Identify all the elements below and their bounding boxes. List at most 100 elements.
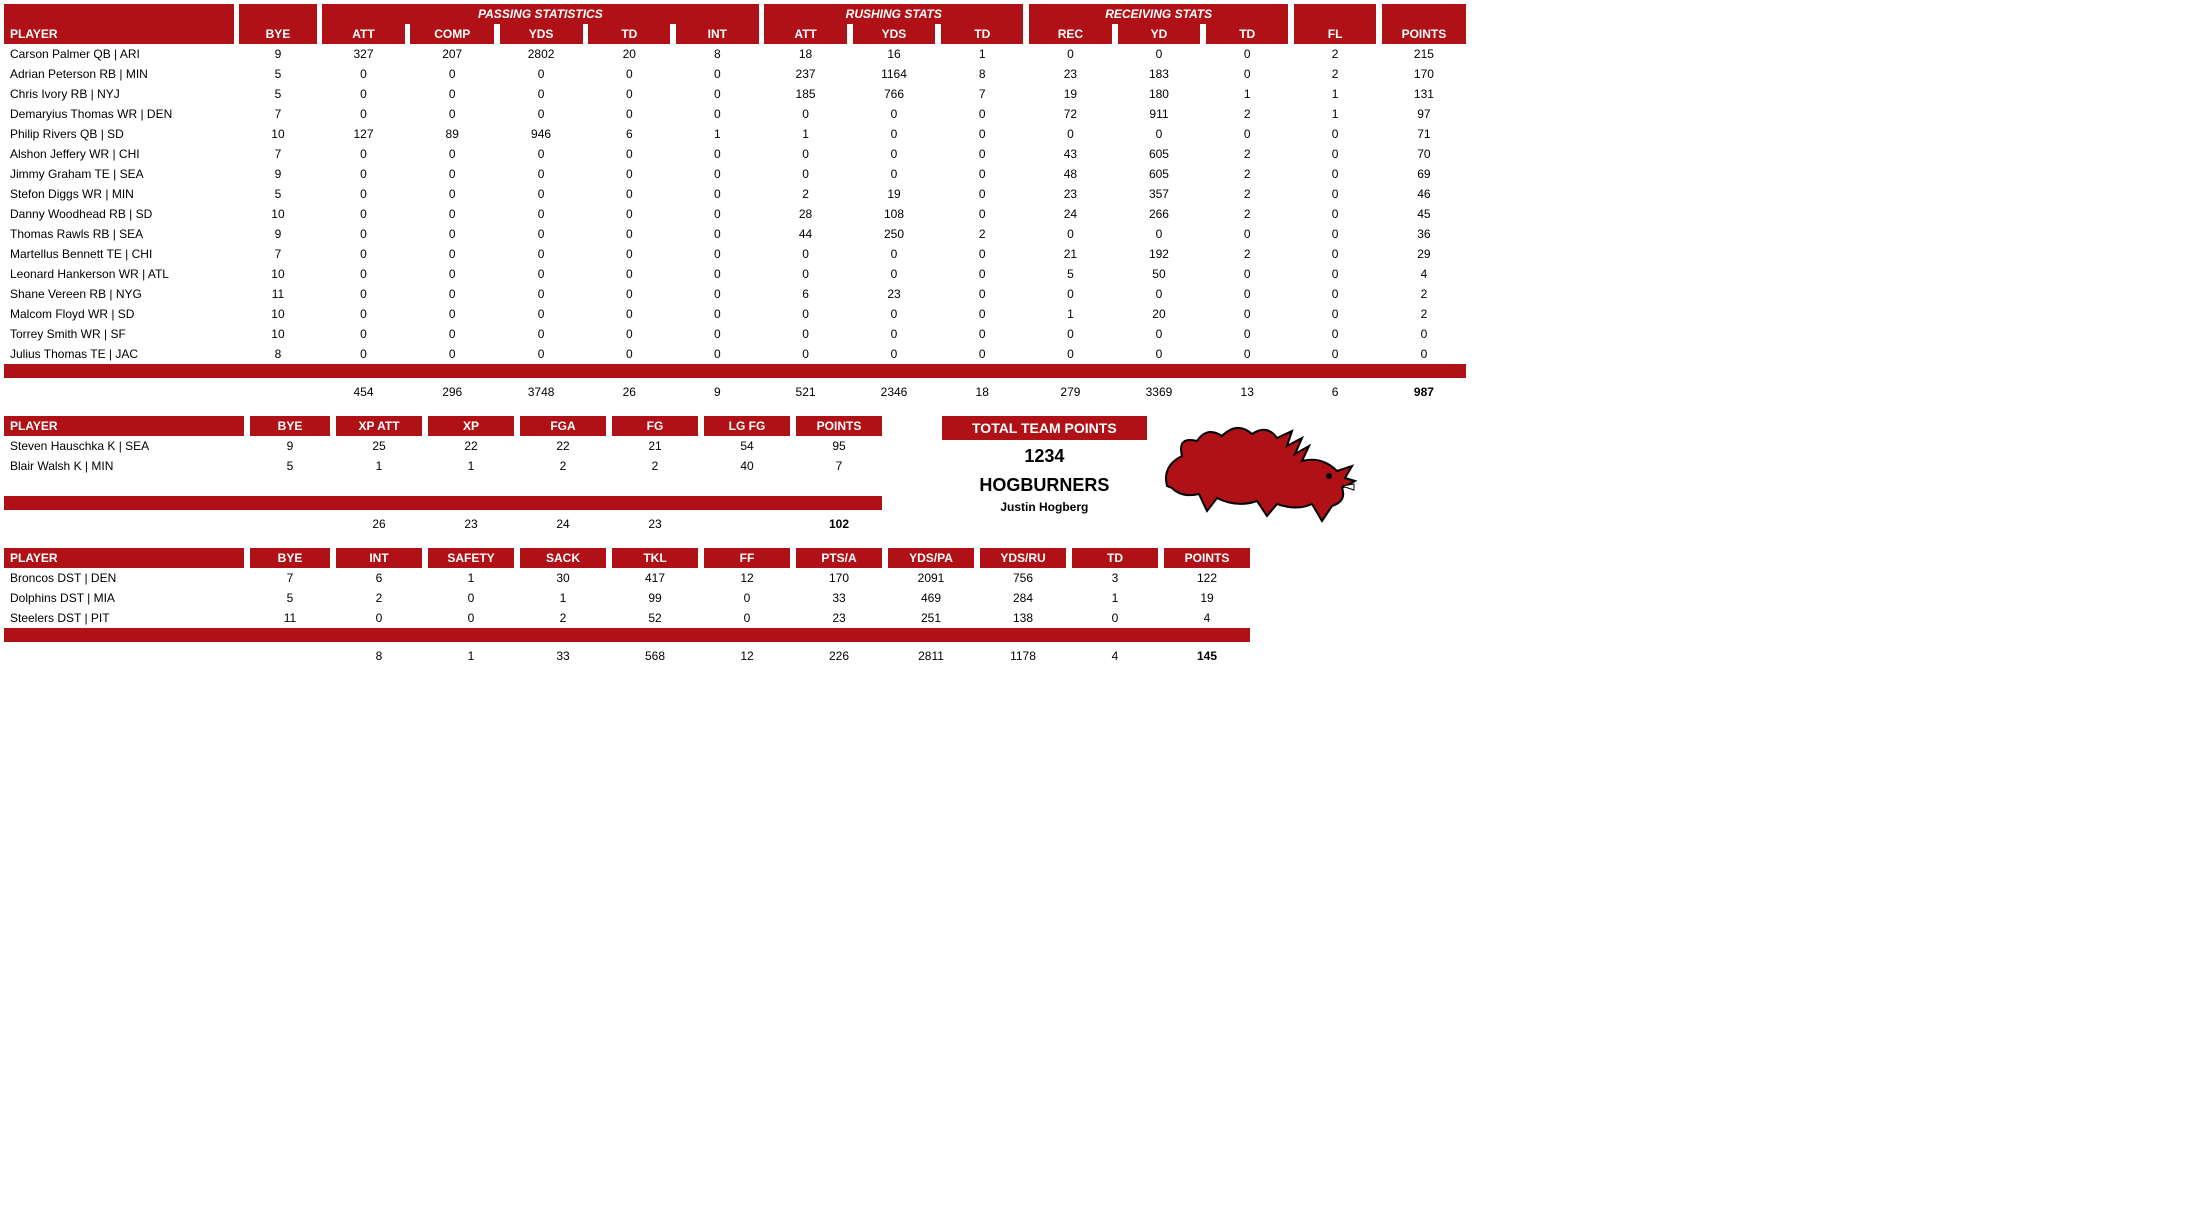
table-cell: 0 — [410, 164, 493, 184]
kicker-section-row: PLAYER BYE XP ATT XP FGA FG LG FG POINTS… — [4, 416, 1466, 538]
table-cell: Adrian Peterson RB | MIN — [4, 64, 234, 84]
table-cell: 207 — [410, 44, 493, 64]
table-cell: 0 — [676, 344, 758, 364]
team-points-value: 1234 — [942, 440, 1147, 473]
table-cell: 183 — [1118, 64, 1201, 84]
table-cell: 0 — [1118, 284, 1201, 304]
table-cell: 2 — [1382, 284, 1466, 304]
d-col-int: INT — [336, 548, 422, 568]
k-col-player: PLAYER — [4, 416, 244, 436]
table-cell: 0 — [764, 344, 847, 364]
table-cell: 0 — [500, 304, 583, 324]
table-cell: 946 — [500, 124, 583, 144]
table-cell: 12 — [704, 642, 790, 670]
team-summary-box: TOTAL TEAM POINTS 1234 HOGBURNERS Justin… — [942, 416, 1147, 516]
table-row: Philip Rivers QB | SD1012789946611000000… — [4, 124, 1466, 144]
table-cell: 1 — [336, 456, 422, 476]
table-cell: 0 — [676, 284, 758, 304]
table-cell: 605 — [1118, 164, 1201, 184]
table-cell: 70 — [1382, 144, 1466, 164]
table-cell: 24 — [1029, 204, 1112, 224]
table-cell: 97 — [1382, 104, 1466, 124]
table-row: Torrey Smith WR | SF100000000000000 — [4, 324, 1466, 344]
table-cell: 0 — [941, 344, 1023, 364]
table-cell: 2 — [1206, 104, 1288, 124]
table-cell: 2 — [1206, 164, 1288, 184]
kicker-header-row: PLAYER BYE XP ATT XP FGA FG LG FG POINTS — [4, 416, 882, 436]
table-cell: 13 — [1206, 378, 1288, 406]
table-cell: 0 — [1206, 64, 1288, 84]
table-cell: Carson Palmer QB | ARI — [4, 44, 234, 64]
table-cell: 0 — [500, 144, 583, 164]
table-cell: 0 — [1206, 224, 1288, 244]
kicker-stats-table: PLAYER BYE XP ATT XP FGA FG LG FG POINTS… — [4, 416, 882, 538]
table-cell: 8 — [676, 44, 758, 64]
table-cell: 0 — [1206, 304, 1288, 324]
table-cell: 0 — [1029, 324, 1112, 344]
table-cell: 9 — [239, 44, 316, 64]
table-cell: 469 — [888, 588, 974, 608]
table-cell: 24 — [520, 510, 606, 538]
d-col-points: POINTS — [1164, 548, 1250, 568]
table-cell: 2 — [1382, 304, 1466, 324]
table-cell: 127 — [322, 124, 405, 144]
column-header-row: PLAYER BYE ATT COMP YDS TD INT ATT YDS T… — [4, 24, 1466, 44]
table-cell: 0 — [322, 224, 405, 244]
k-col-bye: BYE — [250, 416, 330, 436]
table-cell: 0 — [410, 144, 493, 164]
table-cell: 19 — [1029, 84, 1112, 104]
table-cell: 0 — [410, 84, 493, 104]
table-cell: 0 — [1118, 324, 1201, 344]
table-cell: 19 — [1164, 588, 1250, 608]
table-cell: 0 — [704, 608, 790, 628]
table-cell: 20 — [1118, 304, 1201, 324]
table-cell — [239, 378, 316, 406]
table-cell: 0 — [676, 184, 758, 204]
table-cell: 8 — [941, 64, 1023, 84]
table-cell: 52 — [612, 608, 698, 628]
table-cell: 1 — [428, 568, 514, 588]
blank-row — [4, 476, 882, 496]
table-cell: 18 — [764, 44, 847, 64]
table-cell: Stefon Diggs WR | MIN — [4, 184, 234, 204]
table-cell: 2 — [336, 588, 422, 608]
table-row: Leonard Hankerson WR | ATL10000000005500… — [4, 264, 1466, 284]
table-cell: 2346 — [853, 378, 936, 406]
table-cell: 30 — [520, 568, 606, 588]
table-cell: 215 — [1382, 44, 1466, 64]
table-cell: 20 — [588, 44, 670, 64]
table-cell: 0 — [1206, 324, 1288, 344]
table-cell: 71 — [1382, 124, 1466, 144]
table-cell: 0 — [410, 64, 493, 84]
table-cell: 0 — [322, 84, 405, 104]
table-cell: 11 — [250, 608, 330, 628]
table-cell: 0 — [1206, 344, 1288, 364]
table-cell: 40 — [704, 456, 790, 476]
table-cell: 0 — [853, 124, 936, 144]
table-cell: 0 — [428, 608, 514, 628]
table-cell: 138 — [980, 608, 1066, 628]
table-cell: 8 — [336, 642, 422, 670]
table-cell: 1 — [764, 124, 847, 144]
team-name: HOGBURNERS — [942, 473, 1147, 498]
table-cell: 0 — [1206, 284, 1288, 304]
table-cell: 0 — [500, 244, 583, 264]
table-cell: 12 — [704, 568, 790, 588]
table-cell: 0 — [941, 324, 1023, 344]
table-cell: Julius Thomas TE | JAC — [4, 344, 234, 364]
table-cell: 0 — [500, 84, 583, 104]
table-cell: 0 — [1294, 224, 1376, 244]
table-cell: 2 — [612, 456, 698, 476]
table-cell: 22 — [428, 436, 514, 456]
table-cell: 2 — [764, 184, 847, 204]
d-col-tkl: TKL — [612, 548, 698, 568]
d-col-ydspa: YDS/PA — [888, 548, 974, 568]
table-cell: 23 — [853, 284, 936, 304]
table-cell: 0 — [676, 84, 758, 104]
table-row: Malcom Floyd WR | SD1000000000120002 — [4, 304, 1466, 324]
table-cell — [520, 476, 606, 496]
table-cell: 5 — [239, 84, 316, 104]
col-rush-td: TD — [941, 24, 1023, 44]
table-row: Thomas Rawls RB | SEA900000442502000036 — [4, 224, 1466, 244]
table-cell: 0 — [941, 104, 1023, 124]
